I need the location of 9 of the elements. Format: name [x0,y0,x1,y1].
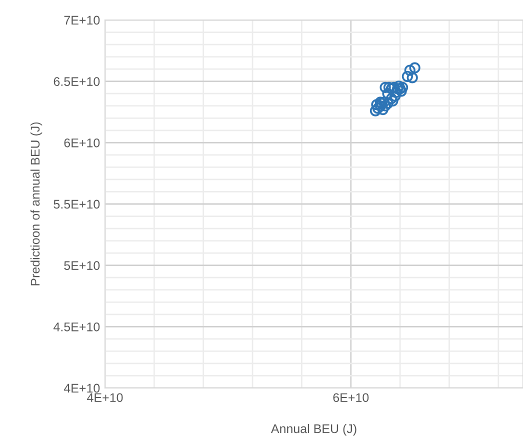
y-tick-label: 5.5E+10 [54,200,100,209]
y-tick-label: 5E+10 [64,261,100,270]
y-tick-label: 7E+10 [64,16,100,25]
y-axis-title: Predictioon of annual BEU (J) [30,122,42,286]
y-tick-label: 4.5E+10 [54,322,100,332]
y-tick-label: 6E+10 [64,138,100,148]
y-tick-label: 4E+10 [64,384,100,393]
x-axis-title: Annual BEU (J) [270,424,356,436]
y-tick-label: 6.5E+10 [54,77,100,86]
